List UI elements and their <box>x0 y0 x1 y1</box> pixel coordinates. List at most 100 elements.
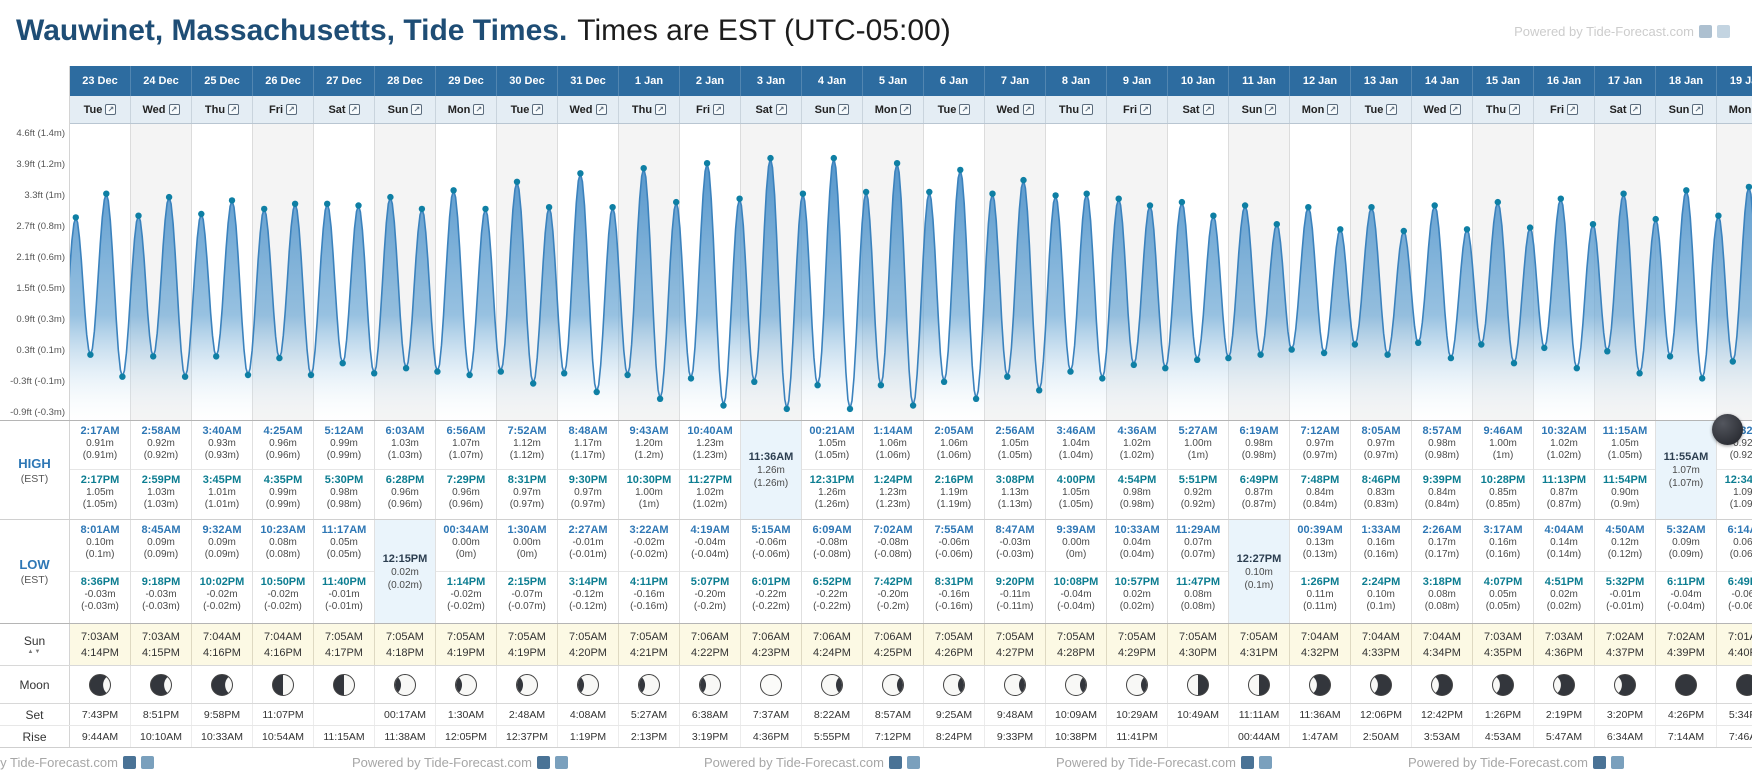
expand-day-icon[interactable]: ↗ <box>1202 104 1214 115</box>
expand-day-icon[interactable]: ↗ <box>775 104 787 115</box>
powered-by-watermark: Powered by Tide-Forecast.com <box>1056 755 1272 770</box>
high-pm-tide: 2:17PM 1.05m (1.05m) <box>70 470 130 519</box>
moon-phase-icon <box>1004 673 1026 696</box>
low-pm-tide: 3:18PM 0.08m (0.08m) <box>1412 572 1472 624</box>
sunset-time: 4:36PM <box>1545 646 1583 659</box>
sun-cell: 7:05AM 4:29PM <box>1107 624 1168 665</box>
expand-day-icon[interactable]: ↗ <box>1327 104 1339 115</box>
expand-day-icon[interactable]: ↗ <box>1629 104 1641 115</box>
sun-label-cell: Sun ▲▼ <box>0 624 70 665</box>
high-am-tide: 10:40AM 1.23m (1.23m) <box>680 421 740 471</box>
weekday-cell: Sun ↗ <box>375 96 436 123</box>
sunrise-time: 7:03AM <box>1484 630 1522 643</box>
expand-day-icon[interactable]: ↗ <box>168 104 180 115</box>
tide-time: 8:31PM <box>507 474 547 487</box>
low-tide-cell: 9:39AM 0.00m (0m) 10:08PM -0.04m (-0.04m) <box>1046 520 1107 623</box>
expand-day-icon[interactable]: ↗ <box>1265 104 1277 115</box>
moonset-label: Set <box>25 707 44 722</box>
weekday-cell: Sat ↗ <box>1168 96 1229 123</box>
tide-height-alt: (0.16m) <box>1485 549 1521 560</box>
tide-height-alt: (1.23m) <box>875 499 911 511</box>
tide-height-alt: (-0.22m) <box>752 600 790 612</box>
expand-day-icon[interactable]: ↗ <box>959 104 971 115</box>
tide-height-alt: (-0.07m) <box>508 600 546 612</box>
date-header-cell: 4 Jan <box>802 66 863 96</box>
expand-day-icon[interactable]: ↗ <box>1140 104 1152 115</box>
moon-cell <box>131 666 192 703</box>
expand-day-icon[interactable]: ↗ <box>286 104 298 115</box>
expand-day-icon[interactable]: ↗ <box>1509 104 1521 115</box>
low-am-tide: 10:23AM 0.08m (0.08m) <box>253 520 313 572</box>
low-tide-label-cell: LOW (EST) <box>0 520 70 623</box>
tide-height: 0.08m <box>1184 588 1212 600</box>
tide-height: -0.20m <box>877 588 909 600</box>
tide-height-alt: (-0.16m) <box>935 600 973 612</box>
low-pm-tide: 2:24PM 0.10m (0.1m) <box>1351 572 1411 624</box>
date-header-cell: 18 Jan <box>1656 66 1717 96</box>
low-am-tide: 1:33AM 0.16m (0.16m) <box>1351 520 1411 572</box>
tide-height: 1.01m <box>208 487 236 499</box>
high-tide-cell: 5:12AM 0.99m (0.99m) 5:30PM 0.98m (0.98m) <box>314 421 375 519</box>
tide-time: 9:32AM <box>202 524 242 536</box>
tide-height: 0.02m <box>1550 588 1578 600</box>
moon-phase-icon <box>211 673 233 696</box>
high-am-tide: 3:40AM 0.93m (0.93m) <box>192 421 252 471</box>
tide-height: 1.13m <box>1001 487 1029 499</box>
tide-height-alt: (-0.11m) <box>996 600 1034 612</box>
tide-time: 6:28PM <box>385 474 425 487</box>
sun-cell: 7:05AM 4:28PM <box>1046 624 1107 665</box>
weekday-cell: Fri ↗ <box>680 96 741 123</box>
expand-day-icon[interactable]: ↗ <box>411 104 423 115</box>
y-axis-tick-label: 0.9ft (0.3m) <box>16 314 65 325</box>
footer-watermarks: Powered by Tide-Forecast.com Powered by T… <box>0 748 1752 780</box>
sunrise-time: 7:05AM <box>386 630 424 643</box>
sunset-time: 4:31PM <box>1240 646 1278 659</box>
expand-day-icon[interactable]: ↗ <box>1567 104 1579 115</box>
high-pm-tide: 6:49PM 0.87m (0.87m) <box>1229 470 1289 519</box>
high-am-tide: 6:03AM 1.03m (1.03m) <box>375 421 435 471</box>
expand-day-icon[interactable]: ↗ <box>1449 104 1461 115</box>
tide-height-alt: (0.1m) <box>85 549 115 560</box>
low-label: LOW <box>19 557 50 572</box>
tide-height: 1.03m <box>147 487 175 499</box>
expand-day-icon[interactable]: ↗ <box>655 104 667 115</box>
expand-day-icon[interactable]: ↗ <box>1692 104 1704 115</box>
floating-widget-button[interactable] <box>1712 414 1743 445</box>
sunrise-time: 7:06AM <box>752 630 790 643</box>
expand-day-icon[interactable]: ↗ <box>713 104 725 115</box>
high-label: HIGH <box>18 455 51 471</box>
expand-day-icon[interactable]: ↗ <box>532 104 544 115</box>
expand-day-icon[interactable]: ↗ <box>595 104 607 115</box>
low-tide-cell: 8:45AM 0.09m (0.09m) 9:18PM -0.03m (-0.03m) <box>131 520 192 623</box>
sun-cell: 7:05AM 4:17PM <box>314 624 375 665</box>
tide-time: 4:19AM <box>690 524 730 536</box>
tide-time: 11:55AM <box>1663 451 1709 463</box>
tide-time: 9:20PM <box>995 575 1035 588</box>
tide-height: -0.03m <box>999 537 1031 548</box>
tide-height: -0.12m <box>572 588 604 600</box>
tide-curve <box>70 154 1752 420</box>
expand-day-icon[interactable]: ↗ <box>228 104 240 115</box>
expand-day-icon[interactable]: ↗ <box>473 104 485 115</box>
weekday-label: Sat <box>1609 103 1627 116</box>
expand-day-icon[interactable]: ↗ <box>348 104 360 115</box>
expand-day-icon[interactable]: ↗ <box>1386 104 1398 115</box>
sunset-time: 4:30PM <box>1179 646 1217 659</box>
tide-time: 3:46AM <box>1056 425 1096 437</box>
expand-day-icon[interactable]: ↗ <box>900 104 912 115</box>
tide-height-alt: (-0.06m) <box>752 549 790 560</box>
high-am-tide: 6:19AM 0.98m (0.98m) <box>1229 421 1289 471</box>
tide-height: 0.13m <box>1306 537 1334 548</box>
expand-day-icon[interactable]: ↗ <box>105 104 117 115</box>
moonrise-time: 4:36PM <box>741 726 802 747</box>
moonrise-time: 8:24PM <box>924 726 985 747</box>
sunrise-time: 7:03AM <box>1545 630 1583 643</box>
moonrise-time: 2:50AM <box>1351 726 1412 747</box>
moonset-time: 11:36AM <box>1290 704 1351 725</box>
tide-height: 1.17m <box>574 438 602 449</box>
low-pm-tide: 11:47PM 0.08m (0.08m) <box>1168 572 1228 624</box>
expand-day-icon[interactable]: ↗ <box>838 104 850 115</box>
sun-cell: 7:02AM 4:39PM <box>1656 624 1717 665</box>
expand-day-icon[interactable]: ↗ <box>1082 104 1094 115</box>
expand-day-icon[interactable]: ↗ <box>1022 104 1034 115</box>
